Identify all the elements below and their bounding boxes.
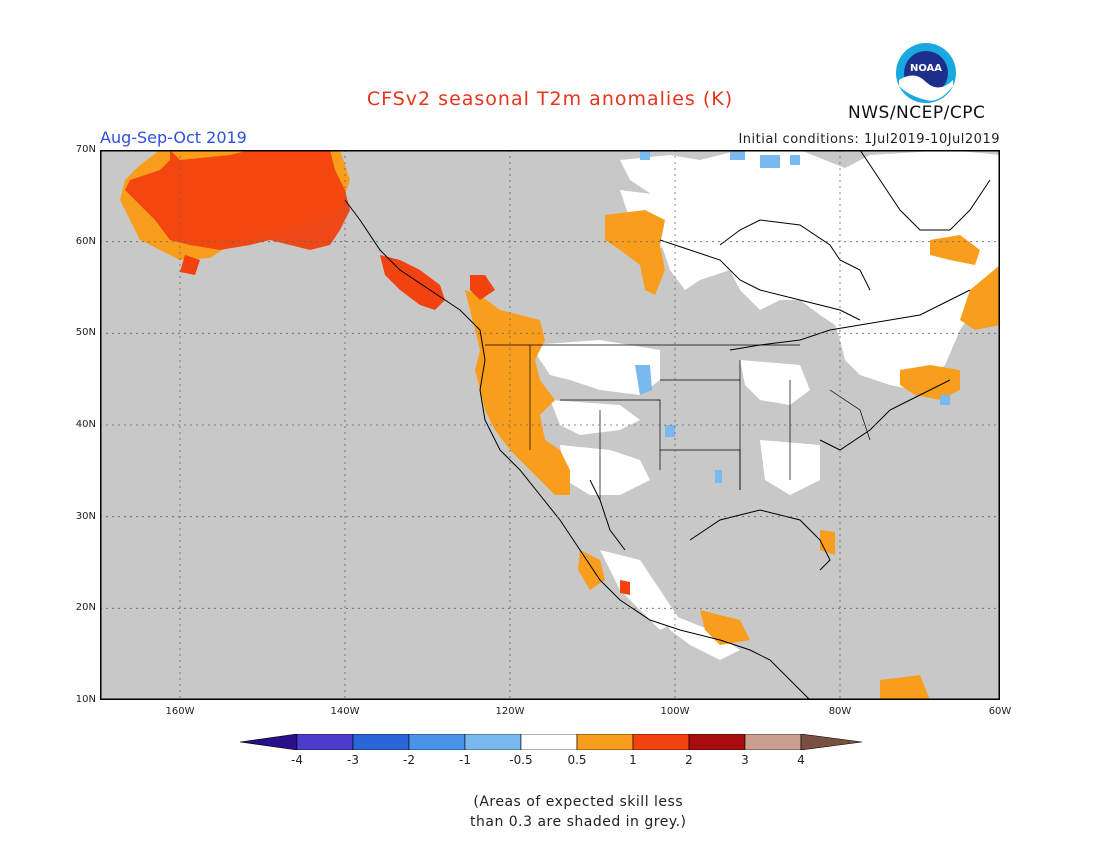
colorbar-bin (408, 734, 466, 750)
cool-anomaly-blue (635, 150, 950, 483)
colorbar-bin (688, 734, 746, 750)
footnote-line-2: than 0.3 are shaded in grey.) (470, 814, 687, 830)
anomaly-map (100, 150, 1000, 700)
colorbar-label: 0.5 (567, 753, 587, 767)
colorbar-bin (632, 734, 690, 750)
colorbar-label: -0.5 (509, 753, 533, 767)
near-normal-regions (530, 150, 1000, 660)
lat-label-50n: 50N (75, 327, 96, 338)
skill-footnote: (Areas of expected skill less than 0.3 a… (470, 792, 687, 832)
lon-label-160w: 160W (165, 706, 195, 717)
lon-label-100w: 100W (660, 706, 690, 717)
lon-label-80w: 80W (828, 706, 852, 717)
noaa-logo-icon: NOAA (896, 43, 956, 103)
warm-anomaly-red (125, 150, 630, 595)
colorbar-above-max (800, 734, 862, 750)
colorbar-bin (576, 734, 634, 750)
colorbar-label: -3 (347, 753, 359, 767)
colorbar-bin (520, 734, 578, 750)
footnote-line-1: (Areas of expected skill less (473, 794, 684, 810)
lon-label-60w: 60W (988, 706, 1012, 717)
lat-label-20n: 20N (75, 602, 96, 613)
lon-label-140w: 140W (330, 706, 360, 717)
colorbar-bin (296, 734, 354, 750)
lat-label-60n: 60N (75, 236, 96, 247)
colorbar-label: 3 (741, 753, 749, 767)
lon-label-120w: 120W (495, 706, 525, 717)
lat-label-30n: 30N (75, 511, 96, 522)
agency-label: NWS/NCEP/CPC (848, 103, 986, 123)
logo-text: NOAA (910, 63, 942, 74)
lat-label-10n: 10N (75, 694, 96, 705)
forecast-period: Aug-Sep-Oct 2019 (100, 128, 247, 147)
colorbar-bin (464, 734, 522, 750)
lat-label-40n: 40N (75, 419, 96, 430)
colorbar-label: -2 (403, 753, 415, 767)
colorbar-label: 1 (629, 753, 637, 767)
colorbar-label: 2 (685, 753, 693, 767)
lat-label-70n: 70N (75, 144, 96, 155)
initial-conditions: Initial conditions: 1Jul2019-10Jul2019 (738, 132, 1000, 147)
colorbar (240, 734, 862, 750)
colorbar-label: -1 (459, 753, 471, 767)
colorbar-bin (352, 734, 410, 750)
graticule (100, 150, 1000, 700)
colorbar-label: -4 (291, 753, 303, 767)
colorbar-label: 4 (797, 753, 805, 767)
colorbar-below-min (240, 734, 298, 750)
map-frame (100, 150, 1000, 700)
colorbar-bin (744, 734, 802, 750)
political-borders (485, 344, 871, 500)
chart-title: CFSv2 seasonal T2m anomalies (K) (366, 88, 734, 110)
